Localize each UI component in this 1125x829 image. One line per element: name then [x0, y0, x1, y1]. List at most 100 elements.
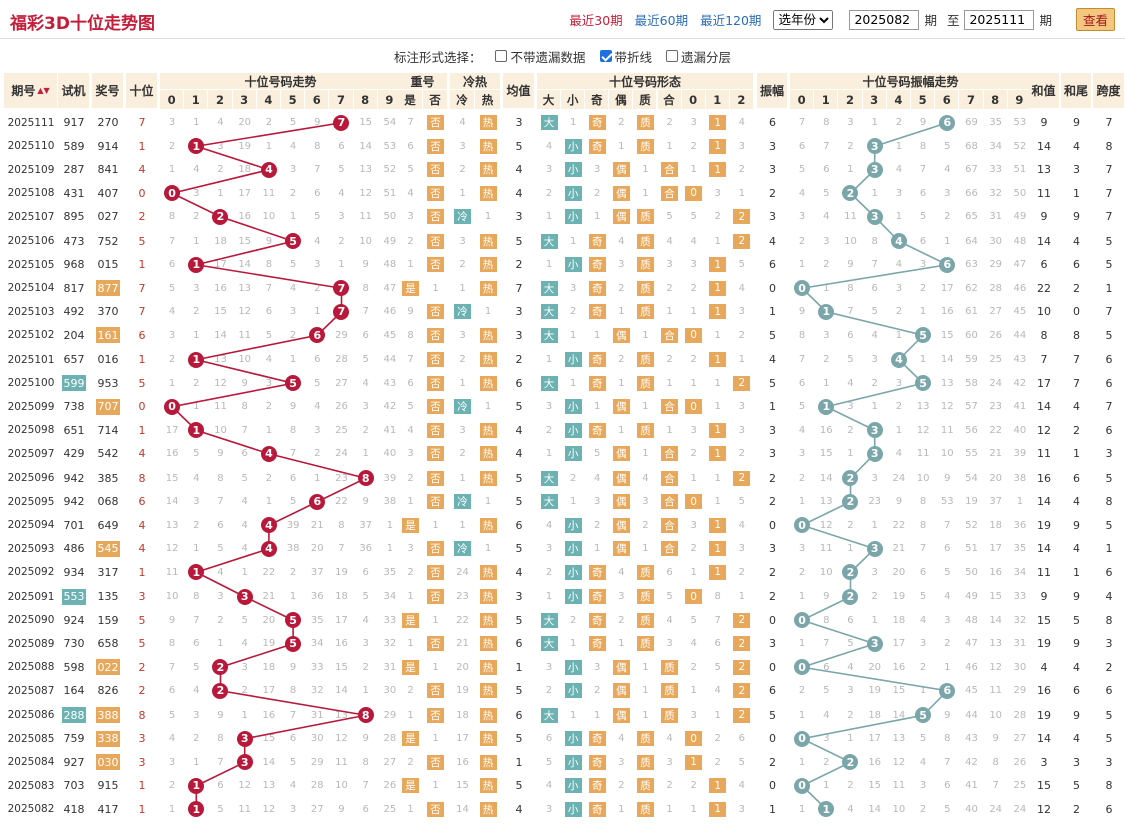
repeat-cell-0: 2: [407, 472, 414, 484]
amp-ball: 2: [842, 588, 859, 605]
trend-cell-4: 19: [262, 638, 276, 650]
year-select[interactable]: 选年份: [773, 9, 834, 30]
repeat-cell-0: 1: [407, 638, 414, 650]
to-period-input[interactable]: [964, 9, 1035, 30]
amp-trend-cell-0: 4: [798, 187, 806, 199]
trend-cell-1: 2: [193, 211, 200, 223]
trend-cell-0: 9: [168, 614, 176, 626]
checkbox-checked-icon[interactable]: [599, 50, 612, 62]
checkbox-icon[interactable]: [495, 50, 508, 62]
amp-trend-cell-0: 1: [798, 756, 806, 768]
trend-cell-3: 18: [238, 164, 252, 176]
trend-cell-5: 7: [289, 448, 297, 460]
form-cell-1: 小: [561, 751, 585, 775]
amp-trend-cell-0: 8: [798, 329, 806, 341]
amp-ball: 4: [890, 233, 907, 250]
repeat-tag: 否: [427, 446, 444, 462]
header-period[interactable]: 期号 ▲▼: [4, 73, 58, 109]
form-cell-5: 1: [666, 140, 673, 152]
amp-trend-cell-4: 4: [895, 448, 903, 460]
amp-trend-cell-3: 17: [868, 733, 882, 745]
amp-trend-cell-5: 12: [916, 424, 930, 436]
trend-cell-2: 2: [208, 656, 232, 680]
sumtail-cell: 6: [1073, 684, 1080, 698]
checkbox-icon[interactable]: [666, 50, 679, 62]
form-tag: 偶: [612, 470, 630, 486]
hotcold-tag: 冷: [454, 399, 471, 415]
form-tag: 奇: [588, 801, 606, 817]
hotcold-cell-0: 2: [459, 259, 466, 271]
form-cell-0: 大: [537, 111, 561, 135]
amp-cell: 5: [769, 328, 776, 342]
amp-trend-cell-7: 57: [965, 401, 978, 413]
amp-trend-cell-7: 69: [965, 117, 978, 129]
amp-trend-cell-4: 3: [895, 282, 903, 294]
amp-ball: 3: [866, 208, 883, 225]
form-cell-5: 合: [658, 182, 682, 206]
trend-cell-0: 14: [165, 496, 179, 508]
form-cell-5: 4: [666, 235, 673, 247]
form-cell-7: 1: [706, 300, 730, 324]
repeat-cell-0: 1: [407, 259, 414, 271]
hotcold-tag: 热: [479, 636, 497, 652]
sumtail-cell: 4: [1073, 542, 1080, 556]
amp-trend-cell-5: 11: [916, 448, 930, 460]
shiji-tag: 288: [62, 707, 86, 724]
shiwei-cell: 2: [138, 684, 146, 698]
form-tag: 2: [733, 209, 751, 225]
form-tag: 质: [636, 636, 654, 652]
form-cell-6: 1: [690, 566, 697, 578]
amp-trend-cell-7: 48: [965, 614, 978, 626]
trend-cell-0: 11: [165, 566, 179, 578]
form-cell-0: 1: [545, 448, 553, 460]
amp-trend-cell-1: 1: [823, 780, 830, 792]
form-cell-0: 1: [545, 259, 553, 271]
filter-link-30[interactable]: 最近30期: [569, 13, 623, 28]
amp-trend-cell-4: 16: [892, 661, 906, 673]
trend-cell-8: 4: [362, 614, 369, 626]
repeat-tag: 否: [427, 754, 444, 770]
trend-cell-3: 5: [241, 614, 248, 626]
amp-trend-cell-9: 53: [1013, 117, 1027, 129]
hotcold-cell-1: 热: [475, 751, 501, 775]
filter-link-60[interactable]: 最近60期: [634, 13, 689, 28]
repeat-tag: 是: [402, 517, 419, 533]
trend-ball: 2: [212, 682, 229, 699]
form-tag: 小: [564, 801, 582, 817]
query-button[interactable]: 查看: [1075, 8, 1115, 31]
form-cell-7: 1: [706, 135, 730, 159]
option-no-missing[interactable]: 不带遗漏数据: [495, 47, 586, 66]
trend-cell-4: 4: [257, 158, 281, 182]
amp-trend-cell-6: 1: [944, 235, 951, 247]
option-with-line[interactable]: 带折线: [599, 47, 652, 66]
filter-link-120[interactable]: 最近120期: [700, 13, 762, 28]
form-cell-6: 4: [690, 638, 697, 650]
sort-arrows-icon[interactable]: ▲▼: [37, 86, 50, 95]
trend-cell-1: 2: [193, 377, 200, 389]
option-layered[interactable]: 遗漏分层: [666, 47, 731, 66]
from-period-input[interactable]: [849, 9, 920, 30]
trend-cell-2: 8: [217, 472, 224, 484]
amp-trend-cell-7: 45: [965, 685, 978, 697]
amp-trend-cell-6: 53: [940, 496, 954, 508]
form-cell-3: 偶: [609, 704, 633, 728]
form-tag: 2: [733, 233, 751, 249]
span-cell: 3: [1105, 637, 1113, 651]
shiwei-cell: 1: [138, 565, 146, 579]
repeat-tag: 否: [427, 257, 444, 273]
form-tag: 2: [733, 683, 751, 699]
amp-trend-cell-4: 1: [895, 211, 903, 223]
form-cell-6: 1: [690, 377, 697, 389]
avg-cell: 6: [515, 637, 523, 651]
amp-cell: 0: [769, 779, 776, 793]
amp-trend-cell-0: 1: [798, 638, 806, 650]
trend-cell-6: 5: [314, 211, 321, 223]
jianghao-tag: 022: [96, 659, 120, 676]
repeat-cell-0: 9: [407, 306, 414, 318]
hotcold-cell-0: 冷: [450, 537, 475, 561]
trend-cell-5: 7: [289, 709, 297, 721]
trend-ball: 5: [285, 635, 302, 652]
shiwei-cell: 5: [138, 613, 146, 627]
trend-cell-4: 2: [265, 401, 273, 413]
form-cell-6: 0: [682, 182, 706, 206]
